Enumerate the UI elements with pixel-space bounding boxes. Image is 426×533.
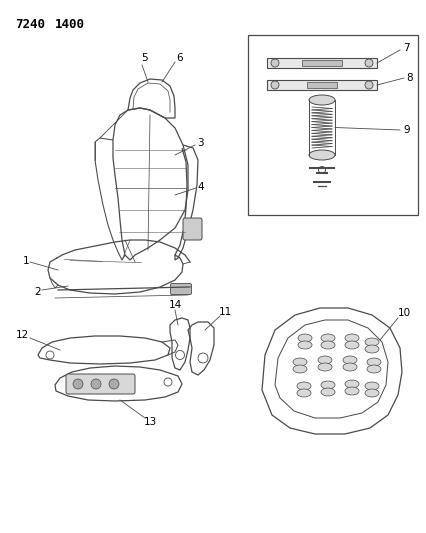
Text: 13: 13 (143, 417, 156, 427)
Ellipse shape (292, 358, 306, 366)
Text: 1400: 1400 (55, 18, 85, 31)
Ellipse shape (366, 365, 380, 373)
FancyBboxPatch shape (183, 218, 201, 240)
Text: 14: 14 (168, 300, 181, 310)
Ellipse shape (320, 334, 334, 342)
Text: 10: 10 (397, 308, 410, 318)
Bar (301, 60, 341, 66)
Circle shape (271, 81, 278, 89)
Bar (266, 58, 376, 68)
Text: 8: 8 (406, 73, 412, 83)
Circle shape (91, 379, 101, 389)
Text: 11: 11 (218, 307, 231, 317)
Ellipse shape (342, 356, 356, 364)
Bar (248, 35, 417, 215)
Circle shape (271, 59, 278, 67)
Ellipse shape (297, 341, 311, 349)
Ellipse shape (320, 381, 334, 389)
Ellipse shape (292, 365, 306, 373)
Bar (266, 80, 376, 90)
Ellipse shape (320, 341, 334, 349)
Ellipse shape (317, 356, 331, 364)
Text: 6: 6 (176, 53, 183, 63)
Ellipse shape (320, 388, 334, 396)
Ellipse shape (342, 363, 356, 371)
Ellipse shape (364, 338, 378, 346)
Circle shape (364, 59, 372, 67)
Ellipse shape (296, 382, 310, 390)
Text: 7: 7 (402, 43, 409, 53)
Text: 5: 5 (141, 53, 148, 63)
FancyBboxPatch shape (66, 374, 135, 394)
Ellipse shape (344, 380, 358, 388)
Text: 12: 12 (15, 330, 29, 340)
Ellipse shape (297, 334, 311, 342)
Text: 4: 4 (197, 182, 204, 192)
Ellipse shape (296, 389, 310, 397)
Circle shape (364, 81, 372, 89)
Ellipse shape (364, 382, 378, 390)
Ellipse shape (364, 345, 378, 353)
Ellipse shape (344, 341, 358, 349)
Text: 3: 3 (196, 138, 203, 148)
Text: 7240: 7240 (15, 18, 45, 31)
Text: 2: 2 (35, 287, 41, 297)
Ellipse shape (344, 387, 358, 395)
Text: 9: 9 (403, 125, 409, 135)
Circle shape (73, 379, 83, 389)
FancyBboxPatch shape (170, 284, 191, 295)
Circle shape (109, 379, 119, 389)
Ellipse shape (317, 363, 331, 371)
Ellipse shape (366, 358, 380, 366)
Ellipse shape (308, 95, 334, 105)
Ellipse shape (344, 334, 358, 342)
Ellipse shape (364, 389, 378, 397)
Text: 1: 1 (23, 256, 29, 266)
Ellipse shape (308, 150, 334, 160)
Bar (306, 82, 336, 88)
